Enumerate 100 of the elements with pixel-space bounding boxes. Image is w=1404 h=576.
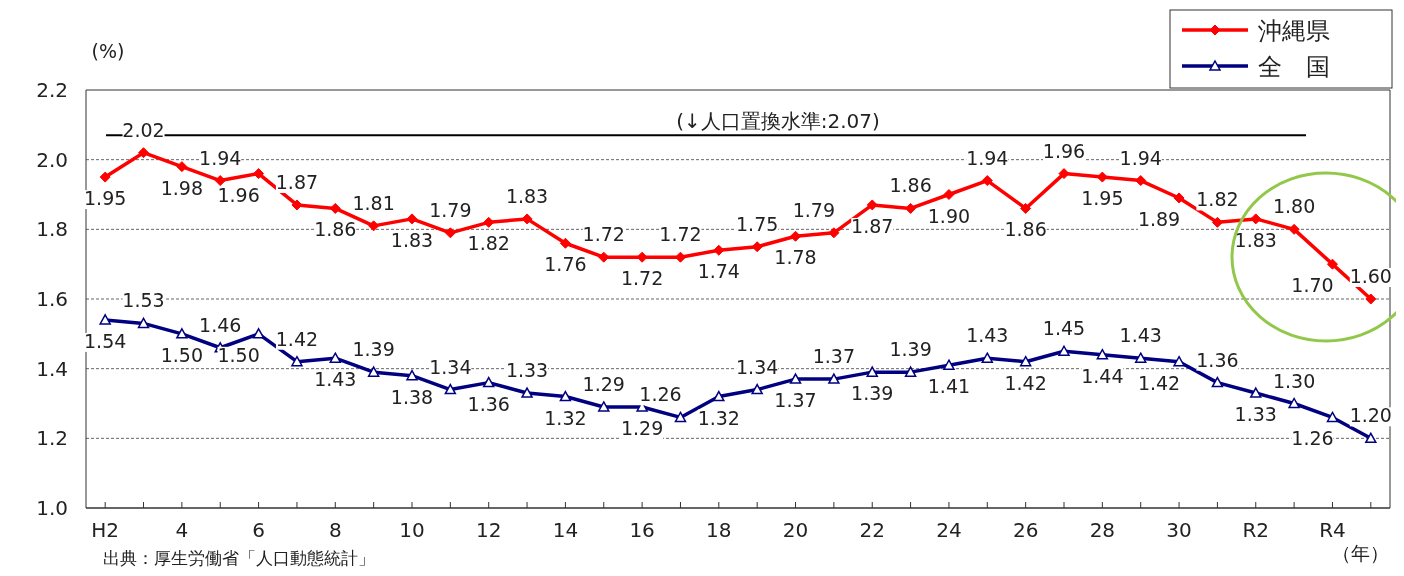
data-label: 1.76 (544, 253, 587, 276)
y-tick-label: 1.2 (36, 426, 68, 451)
point (252, 328, 265, 339)
point (598, 401, 610, 412)
data-label: 1.33 (505, 359, 549, 382)
data-label: 1.29 (582, 372, 625, 395)
point (176, 161, 188, 173)
x-tick-label: 20 (782, 518, 809, 542)
data-label: 1.45 (1042, 317, 1086, 340)
data-label: 1.94 (1119, 146, 1162, 169)
point (1365, 432, 1377, 444)
data-label: 1.87 (851, 214, 894, 237)
x-tick-label: 18 (706, 518, 732, 542)
data-label: 1.42 (1004, 371, 1047, 394)
point (291, 355, 303, 367)
y-tick-label: 1.0 (36, 496, 68, 520)
data-label: 1.54 (84, 329, 127, 352)
point (1211, 216, 1223, 228)
y-tick-label: 2.2 (36, 78, 68, 102)
data-label: 1.80 (1272, 195, 1316, 218)
point (904, 366, 917, 377)
data-label: 1.95 (84, 187, 127, 210)
point (138, 147, 150, 159)
ref-line-label: (↓人口置換水準:2.07) (676, 109, 880, 134)
data-label: 1.26 (1291, 427, 1334, 450)
y-tick-label: 2.0 (36, 147, 68, 172)
x-tick-label: 26 (1012, 518, 1039, 542)
source-note: 出典：厚生労働省「人口動態統計」 (103, 548, 375, 568)
point (444, 227, 456, 239)
data-label: 1.72 (659, 223, 702, 246)
data-label: 1.86 (1004, 218, 1047, 241)
point (1288, 223, 1300, 235)
point (482, 376, 495, 388)
data-label: 1.36 (1196, 348, 1239, 371)
point (1058, 168, 1070, 180)
point (751, 241, 763, 253)
point (137, 317, 150, 329)
data-label: 1.39 (851, 382, 894, 405)
point (406, 213, 418, 225)
point (981, 352, 994, 363)
point (329, 202, 341, 214)
data-label: 1.42 (1137, 371, 1181, 394)
x-tick-label: 14 (552, 518, 579, 542)
point (253, 168, 265, 180)
data-label: 1.43 (314, 368, 357, 391)
data-label: 1.41 (927, 375, 971, 398)
data-label: 1.86 (889, 174, 932, 197)
data-label: 1.42 (275, 327, 319, 350)
point (828, 373, 840, 384)
point (367, 366, 380, 377)
x-tick-label: 8 (328, 518, 342, 542)
point (1096, 348, 1109, 360)
data-label: 1.94 (199, 146, 242, 169)
data-label: 1.83 (505, 184, 549, 207)
point (674, 411, 687, 423)
point (214, 175, 226, 187)
data-label: 1.95 (1081, 187, 1124, 210)
y-tick-label: 1.8 (36, 217, 68, 242)
data-label: 1.37 (812, 345, 856, 368)
data-label: 1.98 (160, 176, 204, 199)
x-tick-label: 28 (1089, 518, 1116, 542)
data-label: 1.87 (275, 170, 319, 193)
x-tick-label: 6 (252, 518, 265, 542)
point (99, 314, 111, 325)
data-label: 1.32 (697, 406, 740, 429)
data-label: 1.50 (160, 343, 204, 366)
point (828, 227, 840, 239)
data-label: 1.44 (1081, 364, 1124, 387)
x-tick-label: R2 (1242, 518, 1270, 542)
x-tick-label: R4 (1319, 518, 1346, 542)
x-tick-label: 22 (859, 518, 885, 542)
data-label: 1.89 (1137, 207, 1181, 230)
point (1173, 355, 1185, 367)
point (521, 387, 533, 398)
data-label: 1.78 (774, 246, 817, 269)
data-label: 1.26 (639, 383, 682, 406)
point (943, 189, 955, 200)
point (1365, 293, 1377, 305)
x-tick-label: 16 (629, 518, 655, 542)
data-label: 1.46 (199, 313, 242, 336)
data-label: 1.30 (1272, 369, 1316, 392)
point (1326, 411, 1339, 423)
y-axis-title: (%) (91, 40, 125, 62)
point (1288, 397, 1300, 409)
point (1135, 175, 1147, 187)
point (368, 220, 380, 232)
point (521, 213, 533, 225)
x-tick-label: 30 (1166, 518, 1192, 542)
data-label: 1.20 (1349, 404, 1392, 427)
legend-label: 沖縄県 (1258, 17, 1330, 45)
data-label: 1.32 (544, 406, 587, 429)
point (1020, 202, 1032, 214)
point (751, 383, 763, 395)
data-label: 1.72 (620, 267, 664, 290)
point (866, 366, 878, 377)
point (444, 383, 457, 395)
data-label: 1.83 (1234, 228, 1277, 251)
y-tick-label: 1.6 (36, 287, 68, 311)
point (99, 171, 111, 183)
x-tick-label: 10 (399, 518, 425, 542)
